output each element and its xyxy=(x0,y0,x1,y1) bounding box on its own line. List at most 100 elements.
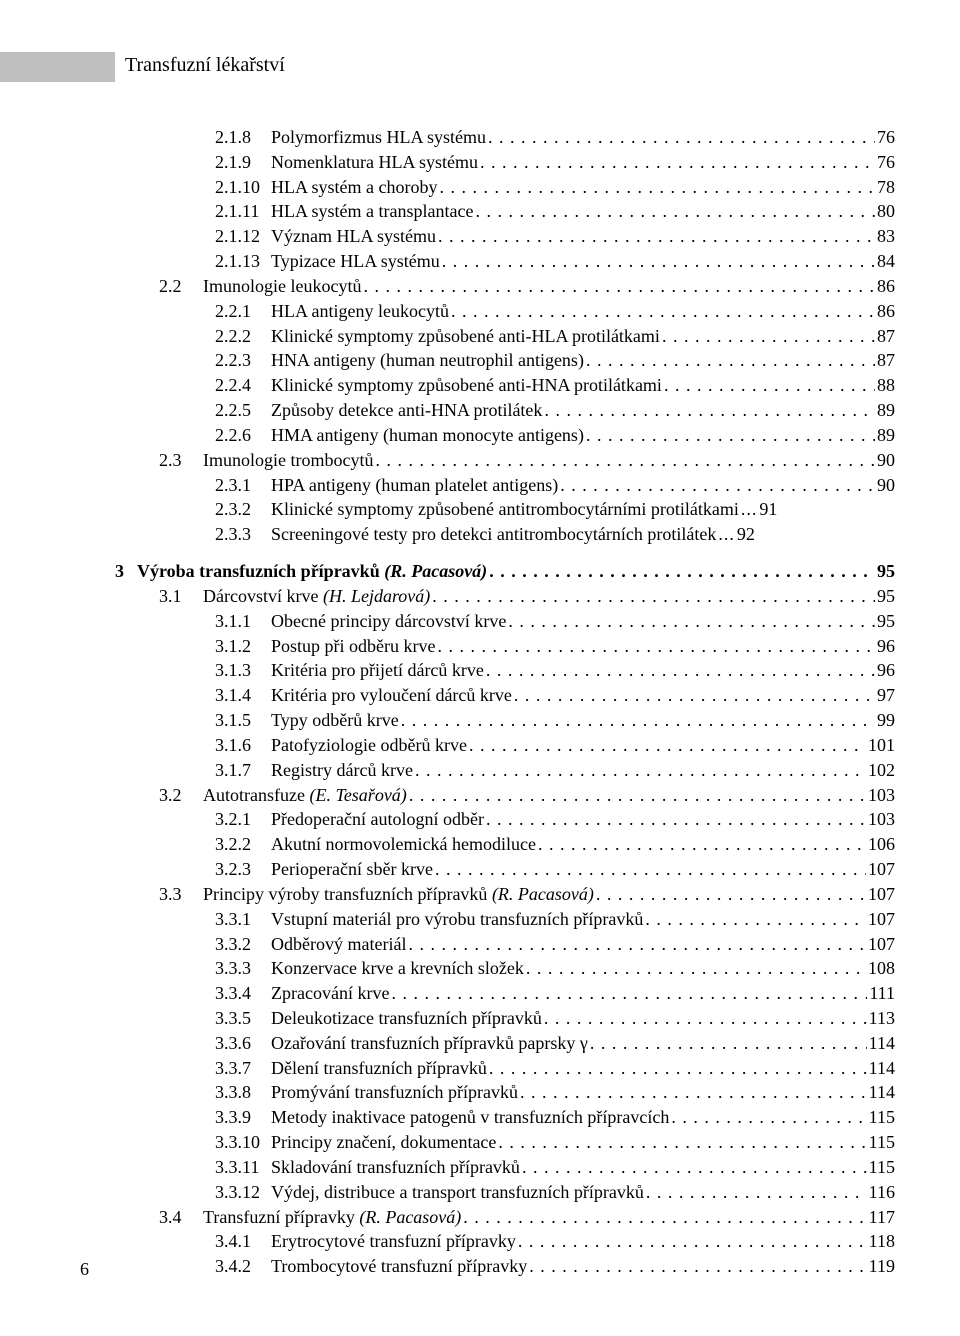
toc-number: 3.3.6 xyxy=(215,1031,271,1056)
toc-row: 2.1.13Typizace HLA systému. . . . . . . … xyxy=(115,249,895,274)
toc-row: 3.3.11Skladování transfuzních přípravků.… xyxy=(115,1155,895,1180)
toc-page: 118 xyxy=(869,1229,895,1254)
toc-number: 2.3.1 xyxy=(215,473,271,498)
toc-row: 3.4Transfuzní přípravky (R. Pacasová). .… xyxy=(115,1205,895,1230)
toc-title: Promývání transfuzních přípravků xyxy=(271,1080,518,1105)
toc-number: 2.2.3 xyxy=(215,348,271,373)
toc-page: 80 xyxy=(877,199,895,224)
toc-leader-dots: . . . . . . . . . . . . . . . . . . . . … xyxy=(586,348,875,373)
toc-leader-dots: . . . . . . . . . . . . . . . . . . . . … xyxy=(415,758,866,783)
toc-page: 92 xyxy=(737,522,755,547)
toc-title: Zpracování krve xyxy=(271,981,389,1006)
toc-row: 3.2.2Akutní normovolemická hemodiluce. .… xyxy=(115,832,895,857)
toc-title: HLA systém a choroby xyxy=(271,175,437,200)
toc-number: 2.1.8 xyxy=(215,125,271,150)
toc-title: Vstupní materiál pro výrobu transfuzních… xyxy=(271,907,643,932)
toc-row: 2.3.3Screeningové testy pro detekci anti… xyxy=(115,522,895,547)
toc-page: 114 xyxy=(869,1056,895,1081)
toc-title: Imunologie trombocytů xyxy=(203,448,373,473)
toc-page: 95 xyxy=(877,559,895,584)
toc-row: 3.1.6Patofyziologie odběrů krve. . . . .… xyxy=(115,733,895,758)
toc-title: Klinické symptomy způsobené anti-HLA pro… xyxy=(271,324,660,349)
toc-title: Výroba transfuzních přípravků (R. Pacaso… xyxy=(137,559,487,584)
toc-title: Trombocytové transfuzní přípravky xyxy=(271,1254,527,1279)
toc-leader-dots: . . . . . . . . . . . . . . . . . . . . … xyxy=(486,658,875,683)
toc-title: Dělení transfuzních přípravků xyxy=(271,1056,487,1081)
toc-number: 3.1.6 xyxy=(215,733,271,758)
toc-title: Postup při odběru krve xyxy=(271,634,435,659)
toc-title: Patofyziologie odběrů krve xyxy=(271,733,467,758)
toc-leader-dots: . . . . . . . . . . . . . . . . . . . . … xyxy=(486,807,866,832)
toc-page: 115 xyxy=(869,1130,895,1155)
toc-page: 107 xyxy=(868,882,895,907)
toc-row: 3.1.4Kritéria pro vyloučení dárců krve. … xyxy=(115,683,895,708)
toc-number: 3.3.1 xyxy=(215,907,271,932)
toc-row: 2.2.1HLA antigeny leukocytů. . . . . . .… xyxy=(115,299,895,324)
toc-row: 2.3Imunologie trombocytů. . . . . . . . … xyxy=(115,448,895,473)
toc-number: 2.2 xyxy=(159,274,203,299)
toc-leader-dots: ... xyxy=(741,497,758,522)
toc-page: 111 xyxy=(869,981,895,1006)
toc-title: HNA antigeny (human neutrophil antigens) xyxy=(271,348,584,373)
toc-page: 90 xyxy=(877,473,895,498)
toc-leader-dots: . . . . . . . . . . . . . . . . . . . . … xyxy=(409,783,866,808)
toc-leader-dots: . . . . . . . . . . . . . . . . . . . . … xyxy=(480,150,875,175)
toc-leader-dots: . . . . . . . . . . . . . . . . . . . . … xyxy=(518,1229,867,1254)
toc-page: 76 xyxy=(877,150,895,175)
toc-number: 3.3.10 xyxy=(215,1130,271,1155)
page-header-title: Transfuzní lékařství xyxy=(125,54,285,77)
toc-number: 3.1 xyxy=(159,584,203,609)
toc-leader-dots: . . . . . . . . . . . . . . . . . . . . … xyxy=(646,1180,867,1205)
toc-title: Metody inaktivace patogenů v transfuzníc… xyxy=(271,1105,669,1130)
toc-row: 3.3.2Odběrový materiál. . . . . . . . . … xyxy=(115,932,895,957)
toc-leader-dots: . . . . . . . . . . . . . . . . . . . . … xyxy=(489,559,875,584)
toc-leader-dots: . . . . . . . . . . . . . . . . . . . . … xyxy=(544,1006,867,1031)
toc-page: 96 xyxy=(877,634,895,659)
toc-title: Typizace HLA systému xyxy=(271,249,440,274)
toc-row: 2.1.10HLA systém a choroby. . . . . . . … xyxy=(115,175,895,200)
toc-page: 87 xyxy=(877,324,895,349)
toc-number: 3.4.2 xyxy=(215,1254,271,1279)
toc-number: 2.2.5 xyxy=(215,398,271,423)
toc-title: Kritéria pro přijetí dárců krve xyxy=(271,658,484,683)
toc-page: 116 xyxy=(869,1180,895,1205)
toc-number: 3.3.3 xyxy=(215,956,271,981)
toc-row: 3.4.2Trombocytové transfuzní přípravky. … xyxy=(115,1254,895,1279)
toc-title: HMA antigeny (human monocyte antigens) xyxy=(271,423,584,448)
toc-leader-dots: . . . . . . . . . . . . . . . . . . . . … xyxy=(538,832,866,857)
toc-page: 101 xyxy=(868,733,895,758)
toc-page: 114 xyxy=(869,1080,895,1105)
toc-title: Způsoby detekce anti-HNA protilátek xyxy=(271,398,542,423)
toc-leader-dots: . . . . . . . . . . . . . . . . . . . . … xyxy=(520,1080,867,1105)
toc-row: 3.3.12Výdej, distribuce a transport tran… xyxy=(115,1180,895,1205)
toc-title: Imunologie leukocytů xyxy=(203,274,361,299)
header-accent-bar xyxy=(0,52,115,82)
toc-page: 86 xyxy=(877,274,895,299)
toc-row: 3.2.3Perioperační sběr krve. . . . . . .… xyxy=(115,857,895,882)
toc-number: 3.3.2 xyxy=(215,932,271,957)
toc-page: 91 xyxy=(759,497,777,522)
toc-title: Konzervace krve a krevních složek xyxy=(271,956,524,981)
toc-row: 3.3.6Ozařování transfuzních přípravků pa… xyxy=(115,1031,895,1056)
toc-number: 3.2.2 xyxy=(215,832,271,857)
toc-page: 99 xyxy=(877,708,895,733)
toc-row: 3.3Principy výroby transfuzních přípravk… xyxy=(115,882,895,907)
toc-row: 3.3.10Principy značení, dokumentace. . .… xyxy=(115,1130,895,1155)
toc-page: 107 xyxy=(868,907,895,932)
toc-leader-dots: . . . . . . . . . . . . . . . . . . . . … xyxy=(463,1205,866,1230)
toc-leader-dots: . . . . . . . . . . . . . . . . . . . . … xyxy=(544,398,875,423)
toc-leader-dots: . . . . . . . . . . . . . . . . . . . . … xyxy=(590,1031,867,1056)
toc-leader-dots: . . . . . . . . . . . . . . . . . . . . … xyxy=(435,857,866,882)
toc-number: 3.1.7 xyxy=(215,758,271,783)
toc-title: Screeningové testy pro detekci antitromb… xyxy=(271,522,716,547)
toc-leader-dots: . . . . . . . . . . . . . . . . . . . . … xyxy=(514,683,875,708)
toc-leader-dots: . . . . . . . . . . . . . . . . . . . . … xyxy=(671,1105,866,1130)
toc-leader-dots: . . . . . . . . . . . . . . . . . . . . … xyxy=(596,882,866,907)
toc-row: 3.3.8Promývání transfuzních přípravků. .… xyxy=(115,1080,895,1105)
toc-number: 3.3 xyxy=(159,882,203,907)
toc-title: Skladování transfuzních přípravků xyxy=(271,1155,520,1180)
toc-leader-dots: . . . . . . . . . . . . . . . . . . . . … xyxy=(526,956,866,981)
toc-page: 96 xyxy=(877,658,895,683)
toc-page: 78 xyxy=(877,175,895,200)
toc-row: 2.2.5Způsoby detekce anti-HNA protilátek… xyxy=(115,398,895,423)
